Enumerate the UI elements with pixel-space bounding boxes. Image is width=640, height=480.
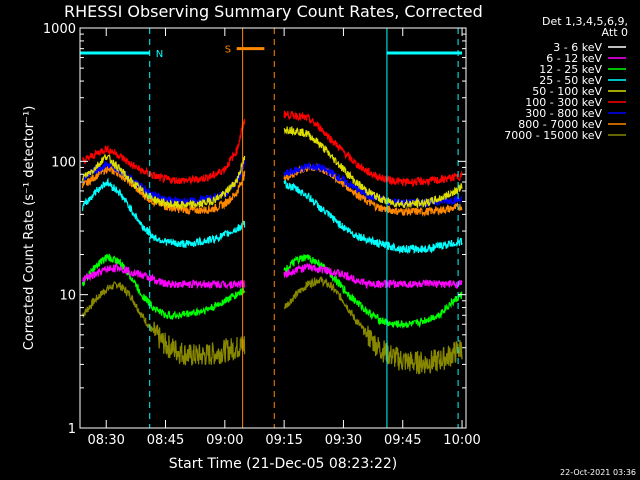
series-line-after-gap <box>283 254 463 330</box>
series-3-6-kev <box>81 295 463 429</box>
series-line-before-gap <box>82 118 246 186</box>
legend-label: 7000 - 15000 keV <box>504 129 602 142</box>
x-tick-label: 09:30 <box>325 433 362 448</box>
series-100-300-kev <box>82 110 463 188</box>
axes-layer <box>79 27 467 429</box>
x-tick-label: 09:15 <box>265 433 302 448</box>
chart-title: RHESSI Observing Summary Count Rates, Co… <box>64 2 483 21</box>
legend-label: 12 - 25 keV <box>539 63 602 76</box>
series-800-7000-kev <box>81 162 463 218</box>
series-line-after-gap <box>283 162 463 209</box>
y-tick-label: 100 <box>51 155 76 170</box>
y-tick-label: 1 <box>68 422 76 437</box>
legend-label: 3 - 6 keV <box>553 41 602 54</box>
legend-header: Att 0 <box>602 26 628 39</box>
x-tick-label: 08:45 <box>147 433 184 448</box>
flag-label: N <box>156 49 163 60</box>
series-line-before-gap <box>81 253 246 321</box>
y-tick-label: 10 <box>59 289 76 304</box>
legend-label: 6 - 12 keV <box>546 52 602 65</box>
x-axis-label: Start Time (21-Dec-05 08:23:22) <box>169 456 397 472</box>
series-7000-15000-kev <box>81 276 463 375</box>
series-line-after-gap <box>283 162 463 218</box>
series-line-before-gap <box>81 154 246 211</box>
y-tick-label: 1000 <box>43 22 76 37</box>
tick-layer: 08:30 08:45 09:00 09:15 09:30 09:45 10:00 1 10 10… <box>43 22 481 448</box>
series-6-12-kev <box>82 262 463 290</box>
series-line-before-gap <box>81 165 246 216</box>
legend-label: 800 - 7000 keV <box>518 118 602 131</box>
series-line-after-gap <box>283 126 463 209</box>
footer-timestamp: 22-Oct-2021 03:36 <box>560 468 636 477</box>
plot-frame <box>79 27 467 429</box>
series-line-before-gap <box>82 263 246 290</box>
series-line-after-gap <box>283 262 463 290</box>
series-line-after-gap <box>283 295 463 429</box>
legend-label: 25 - 50 keV <box>539 74 602 87</box>
series-line-after-gap <box>283 179 463 255</box>
legend-label: 50 - 100 keV <box>532 85 602 98</box>
series-12-25-kev <box>81 253 463 330</box>
series-25-50-kev <box>81 177 463 255</box>
x-tick-label: 08:30 <box>87 433 124 448</box>
series-line-before-gap <box>81 177 246 248</box>
series-line-before-gap <box>81 305 246 400</box>
flag-label: S <box>225 45 231 56</box>
series-layer <box>81 110 463 429</box>
x-tick-label: 09:00 <box>206 433 243 448</box>
series-line-after-gap <box>283 110 463 188</box>
legend-header: Det 1,3,4,5,6,9, <box>542 15 628 28</box>
series-line-after-gap <box>283 276 463 375</box>
x-tick-label: 10:00 <box>443 433 480 448</box>
y-axis-label: Corrected Count Rate (s⁻¹ detector⁻¹) <box>22 106 37 351</box>
x-tick-label: 09:45 <box>384 433 421 448</box>
legend-label: 300 - 800 keV <box>525 107 602 120</box>
legend-label: 100 - 300 keV <box>525 96 602 109</box>
series-line-before-gap <box>81 281 246 366</box>
series-50-100-kev <box>81 126 463 211</box>
